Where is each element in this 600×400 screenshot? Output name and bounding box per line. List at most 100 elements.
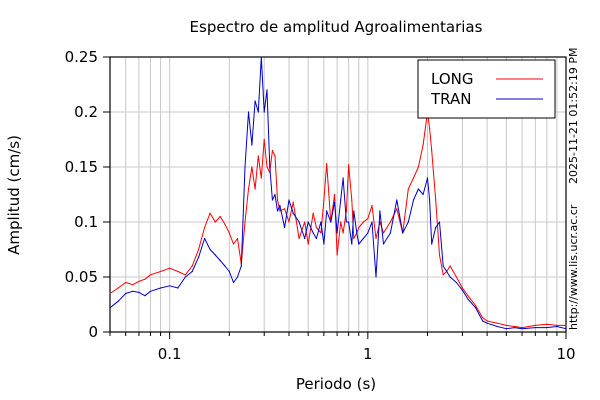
data-point (326, 210, 328, 212)
legend: LONG TRAN (417, 59, 556, 119)
data-point (389, 221, 392, 223)
data-point (521, 327, 523, 329)
data-point (556, 324, 558, 326)
data-point (283, 208, 286, 210)
legend-box (417, 59, 556, 119)
data-point (396, 199, 398, 201)
data-point (455, 276, 458, 278)
data-point (422, 193, 424, 196)
data-point (336, 232, 338, 234)
data-point (345, 221, 348, 223)
data-point (191, 270, 193, 273)
data-point (356, 232, 358, 234)
data-point (307, 243, 309, 245)
data-point (266, 89, 268, 91)
data-point (203, 237, 206, 240)
data-point (109, 292, 111, 295)
data-point (379, 210, 381, 212)
data-point (117, 300, 119, 302)
data-point (438, 221, 441, 223)
data-point (546, 323, 548, 325)
data-point (449, 265, 451, 267)
data-point (565, 324, 567, 326)
data-point (431, 149, 433, 152)
data-point (131, 290, 134, 292)
timestamp-label: 2025-11-21 01:52:19 PM (567, 48, 580, 184)
data-point (334, 201, 336, 203)
data-point (149, 290, 152, 292)
data-point (475, 305, 477, 307)
series-line-long (109, 111, 566, 329)
data-point (412, 177, 415, 179)
data-point (382, 243, 385, 245)
data-point (214, 254, 216, 256)
data-point (565, 328, 567, 330)
data-point (131, 284, 134, 286)
data-point (269, 166, 271, 168)
data-point (214, 221, 216, 223)
data-point (209, 248, 211, 251)
data-point (351, 243, 353, 245)
data-point (334, 193, 336, 196)
data-point (254, 100, 256, 102)
data-point (429, 199, 431, 201)
data-point (320, 232, 322, 234)
data-point (304, 237, 306, 240)
data-point (288, 199, 290, 201)
data-point (362, 237, 365, 240)
data-point (198, 248, 200, 251)
data-point (330, 221, 332, 223)
data-point (513, 325, 516, 328)
data-point (312, 212, 314, 214)
data-point (340, 199, 342, 201)
data-point (184, 276, 186, 278)
data-point (149, 274, 152, 276)
data-point (382, 232, 385, 234)
data-point (486, 322, 488, 324)
data-point (417, 166, 420, 168)
data-point (169, 285, 171, 287)
data-point (402, 232, 404, 234)
data-point (396, 208, 398, 210)
data-point (389, 232, 392, 234)
data-point (298, 221, 300, 223)
data-point (353, 237, 355, 240)
data-point (251, 144, 253, 146)
data-point (435, 226, 437, 229)
data-point (169, 267, 171, 269)
data-point (534, 327, 536, 329)
data-point (276, 199, 279, 201)
data-point (260, 56, 262, 58)
data-point (442, 265, 444, 267)
data-point (236, 276, 239, 278)
data-point (159, 287, 162, 289)
data-point (342, 232, 344, 234)
data-point (247, 111, 250, 113)
data-point (224, 223, 226, 225)
x-tick-label: 1 (363, 345, 373, 363)
data-point (315, 226, 317, 229)
data-point (438, 254, 441, 256)
x-tick-label: 0.1 (158, 345, 182, 363)
data-point (271, 149, 274, 152)
series-layer (109, 56, 567, 330)
data-point (546, 327, 548, 329)
data-point (209, 212, 211, 214)
data-point (467, 295, 469, 297)
data-point (371, 221, 373, 223)
chart-title: Espectro de amplitud Agroalimentarias (190, 18, 483, 36)
data-point (475, 307, 477, 309)
plot-frame (109, 56, 567, 333)
data-point (353, 210, 355, 212)
data-point (304, 221, 306, 223)
data-point (244, 221, 246, 223)
y-tick-label: 0.1 (74, 213, 98, 231)
website-label: http://www.lis.ucr.ac.cr (567, 204, 580, 330)
data-point (288, 221, 290, 223)
data-point (367, 218, 369, 220)
legend-label-long: LONG (431, 70, 473, 88)
data-point (257, 155, 259, 157)
data-point (254, 188, 256, 190)
data-point (274, 155, 276, 157)
data-point (260, 177, 262, 179)
